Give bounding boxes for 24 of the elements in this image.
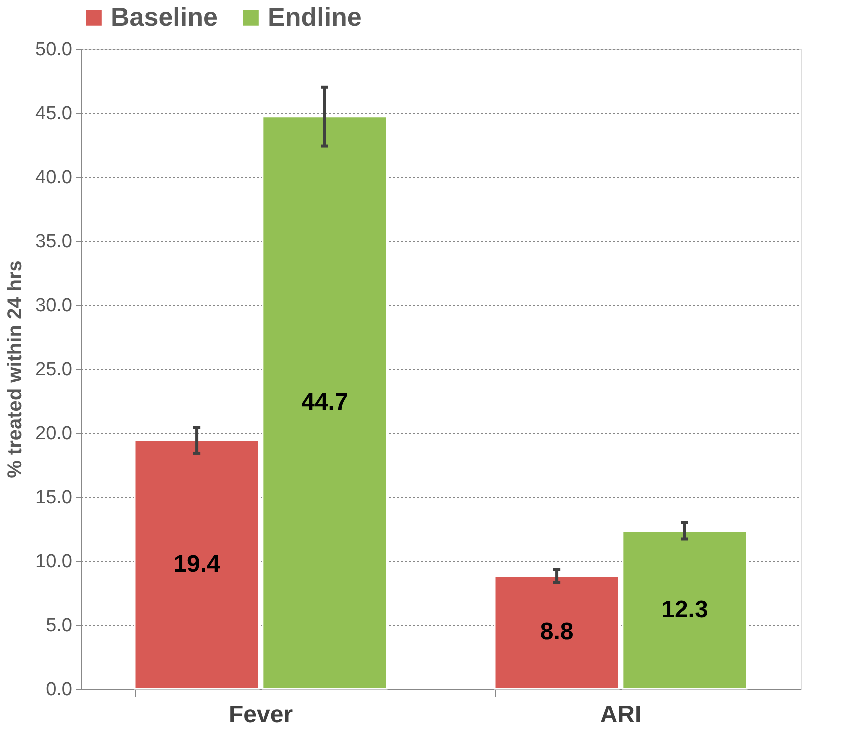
bar: [622, 530, 748, 690]
bar: [262, 116, 388, 690]
y-tick-label: 45.0: [36, 104, 72, 124]
bar: [494, 576, 620, 690]
y-tick-label: 30.0: [36, 296, 72, 316]
y-axis-title: % treated within 24 hrs: [4, 260, 27, 478]
x-tick-label: Fever: [228, 702, 294, 728]
y-tick-label: 15.0: [36, 488, 72, 508]
data-label: 44.7: [302, 388, 348, 416]
data-label: 19.4: [174, 550, 222, 578]
y-tick-label: 0.0: [46, 680, 72, 700]
legend-label: Endline: [268, 2, 362, 32]
y-tick-label: 25.0: [36, 360, 72, 380]
y-tick-label: 10.0: [36, 552, 72, 572]
y-tick-label: 50.0: [36, 40, 72, 60]
y-tick-label: 40.0: [36, 168, 72, 188]
data-label: 8.8: [540, 618, 574, 646]
y-tick-label: 5.0: [46, 616, 72, 636]
legend-label: Baseline: [111, 2, 218, 32]
x-tick-label: ARI: [600, 702, 642, 728]
y-tick-label: 20.0: [36, 424, 72, 444]
y-tick-label: 35.0: [36, 232, 72, 252]
data-label: 12.3: [662, 596, 708, 624]
bar: [134, 440, 260, 690]
